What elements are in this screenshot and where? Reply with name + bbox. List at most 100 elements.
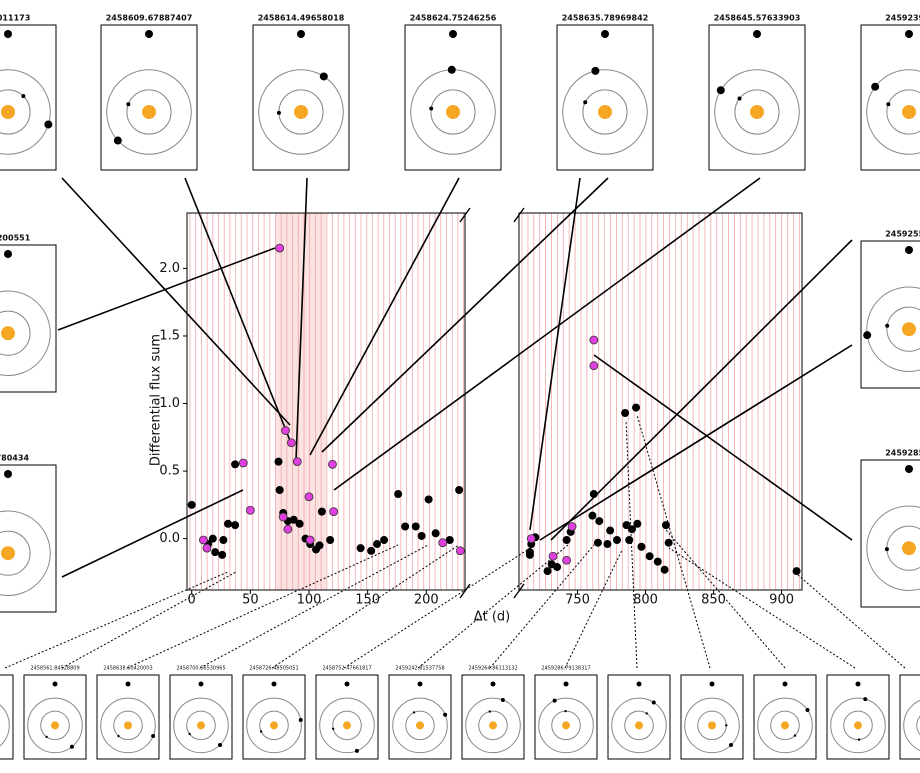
orbit bbox=[258, 69, 344, 155]
planet bbox=[331, 727, 335, 731]
data-point bbox=[637, 542, 646, 551]
inset-frame bbox=[404, 24, 502, 171]
connector bbox=[61, 489, 244, 578]
data-point bbox=[278, 512, 288, 522]
legend-blob bbox=[449, 30, 457, 38]
planet bbox=[44, 120, 53, 129]
data-point bbox=[625, 536, 634, 545]
planet bbox=[737, 96, 742, 101]
legend-blob bbox=[636, 681, 642, 687]
legend-blob bbox=[905, 465, 913, 473]
data-point bbox=[525, 548, 534, 557]
planet bbox=[259, 730, 263, 733]
inset-frame bbox=[169, 674, 233, 760]
planet bbox=[188, 732, 191, 736]
star bbox=[635, 721, 643, 730]
data-point bbox=[589, 490, 598, 499]
x-tick-label: 0 bbox=[188, 593, 196, 608]
data-point bbox=[315, 541, 324, 550]
star bbox=[708, 721, 716, 730]
orbit bbox=[126, 89, 172, 135]
orbit bbox=[27, 697, 83, 754]
x-tick-label: 800 bbox=[633, 593, 658, 608]
planet bbox=[863, 331, 872, 340]
orbit bbox=[186, 710, 216, 741]
planet bbox=[447, 65, 456, 74]
inset-frame bbox=[315, 674, 379, 760]
x-axis-label: Δt (d) bbox=[474, 610, 511, 625]
data-point bbox=[283, 524, 293, 534]
legend-blob bbox=[601, 30, 609, 38]
data-point bbox=[238, 458, 248, 468]
data-point bbox=[356, 544, 365, 553]
orbit-inset: 2458700.56530965 bbox=[169, 666, 233, 760]
orbit bbox=[734, 89, 780, 135]
legend-blob bbox=[417, 681, 423, 687]
inset-frame bbox=[826, 674, 890, 760]
data-point bbox=[275, 486, 284, 495]
orbit bbox=[0, 69, 51, 155]
star bbox=[489, 721, 497, 730]
orbit bbox=[611, 697, 667, 754]
data-point bbox=[275, 243, 285, 253]
orbit-inset: 2458645.57633903 bbox=[708, 14, 806, 171]
x-tick-label: 850 bbox=[701, 593, 726, 608]
orbit-inset bbox=[899, 674, 920, 760]
legend-blob bbox=[753, 30, 761, 38]
data-point bbox=[633, 519, 642, 528]
inset-frame bbox=[252, 24, 350, 171]
orbit-inset: 2458635.78969842 bbox=[556, 14, 654, 171]
connector bbox=[539, 344, 853, 541]
star bbox=[1, 105, 15, 119]
data-point bbox=[218, 550, 227, 559]
orbit bbox=[100, 697, 156, 754]
star bbox=[1, 546, 15, 561]
inset-title: 2459239.8 bbox=[885, 14, 920, 23]
data-point bbox=[622, 521, 631, 530]
planet bbox=[488, 710, 491, 713]
inset-frame bbox=[23, 674, 87, 760]
data-point bbox=[231, 521, 240, 530]
data-point bbox=[317, 507, 326, 516]
inset-frame bbox=[388, 674, 452, 760]
connector-dotted bbox=[564, 549, 623, 669]
orbit-inset: 2458609.67887407 bbox=[100, 14, 198, 171]
planet bbox=[218, 742, 223, 747]
connector bbox=[333, 177, 761, 491]
data-point bbox=[289, 515, 298, 524]
inset-frame bbox=[96, 674, 160, 760]
connector-dotted bbox=[199, 544, 429, 669]
data-point bbox=[304, 492, 314, 502]
inset-frame bbox=[0, 24, 57, 171]
data-point bbox=[411, 522, 420, 531]
legend-blob bbox=[271, 681, 277, 687]
data-point bbox=[424, 495, 433, 504]
planet bbox=[69, 744, 74, 749]
inset-title: 2458638.60420003 bbox=[103, 666, 152, 672]
inset-frame bbox=[242, 674, 306, 760]
legend-blob bbox=[855, 681, 861, 687]
data-point bbox=[455, 486, 464, 495]
inset-title: 2459242.81537758 bbox=[395, 666, 444, 672]
orbit-inset bbox=[680, 674, 744, 760]
star bbox=[750, 105, 764, 119]
orbit bbox=[430, 89, 476, 135]
orbit bbox=[113, 710, 143, 741]
axis-break bbox=[459, 583, 471, 599]
inset-title: 2459286.79138317 bbox=[541, 666, 590, 672]
data-point bbox=[199, 535, 208, 545]
star bbox=[446, 105, 460, 119]
inset-frame bbox=[899, 674, 920, 760]
connector-dotted bbox=[668, 547, 856, 669]
planet bbox=[564, 709, 567, 713]
star bbox=[142, 105, 156, 119]
orbit-inset bbox=[826, 674, 890, 760]
data-point bbox=[653, 557, 662, 566]
planet bbox=[21, 94, 26, 99]
inset-title: 61011173 bbox=[0, 14, 30, 23]
orbit bbox=[332, 710, 362, 741]
orbit-inset bbox=[753, 674, 817, 760]
star bbox=[902, 541, 916, 556]
planet bbox=[298, 717, 303, 722]
